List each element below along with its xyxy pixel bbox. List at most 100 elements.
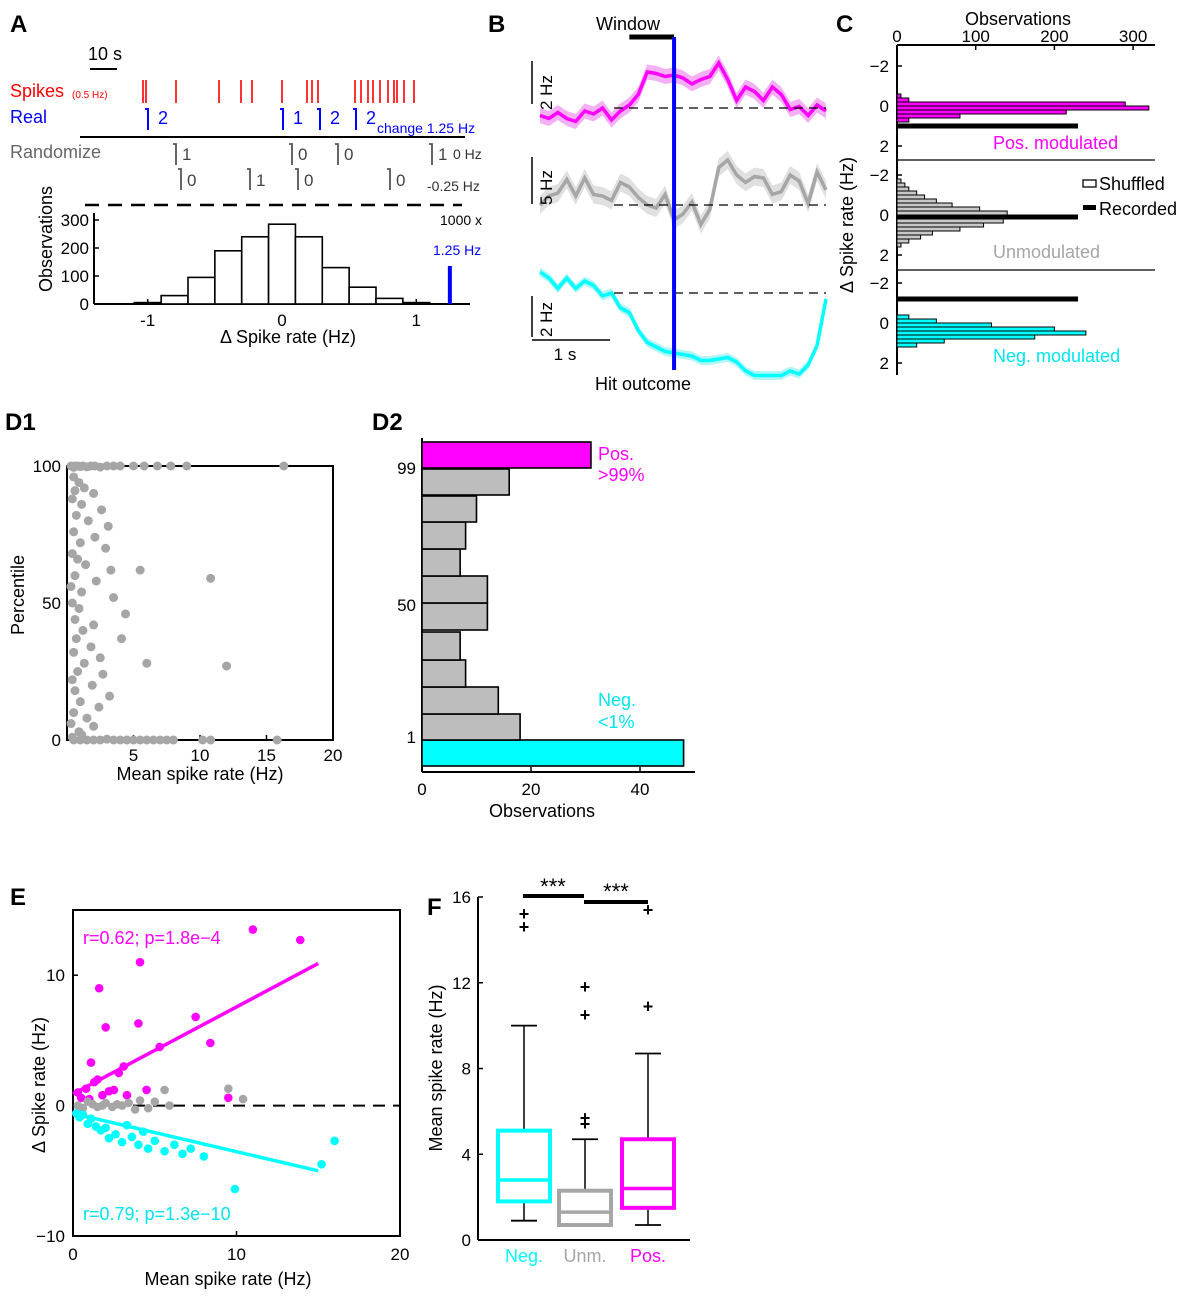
random-spike-count: 1	[438, 145, 447, 164]
a-y-tick-label: 0	[80, 295, 89, 314]
e-point	[230, 1184, 240, 1194]
d1-point	[95, 735, 105, 745]
f-outlier: +	[580, 1108, 591, 1128]
panel-label-c: C	[836, 11, 853, 38]
a-y-tick-label: 300	[61, 211, 89, 230]
spikes-label: Spikes	[10, 81, 64, 101]
random-spike-count: 0	[187, 171, 196, 190]
real-spike-count: 2	[158, 108, 168, 128]
f-y-tick-label: 8	[462, 1060, 471, 1079]
e-point	[101, 1098, 110, 1108]
marker-label: 1.25 Hz	[433, 242, 481, 258]
d2-y-tick-label: 99	[397, 459, 416, 478]
e-fit-line	[72, 961, 320, 1096]
d1-point	[81, 560, 91, 570]
random-window-marker	[335, 143, 339, 165]
c-shuffled-bar	[896, 222, 985, 228]
d1-point	[109, 593, 119, 603]
e-point	[143, 1144, 153, 1153]
spike-train	[142, 80, 415, 103]
real-window-marker	[353, 108, 357, 130]
panel-label-d2: D2	[372, 409, 403, 436]
label-unmodulated: Unmodulated	[993, 242, 1100, 262]
d1-point	[135, 735, 145, 745]
d2-bar	[421, 739, 685, 767]
d1-point	[115, 461, 125, 471]
e-point	[117, 1101, 127, 1110]
e-point	[186, 1144, 196, 1153]
d1-point	[95, 462, 105, 472]
d1-point	[78, 625, 88, 635]
d1-point	[106, 565, 116, 575]
a-y-tick-label: 100	[61, 267, 89, 286]
psth-traces	[531, 34, 828, 380]
e-x-tick-label: 20	[391, 1245, 410, 1264]
f-box	[620, 1137, 676, 1210]
c-shuffled-bar	[896, 342, 918, 348]
d1-point	[148, 735, 158, 745]
e-point	[127, 1132, 137, 1142]
d2-bar	[421, 686, 500, 715]
randomize-label: Randomize	[10, 142, 101, 162]
panel-label-a: A	[10, 11, 27, 38]
d1-x-axis-label: Mean spike rate (Hz)	[116, 764, 283, 784]
e-y-tick-label: −10	[36, 1227, 65, 1246]
row1-rate-label: 0 Hz	[453, 146, 482, 162]
e-x-tick-label: 10	[227, 1245, 246, 1264]
c-y-tick-label: 0	[880, 97, 889, 116]
d1-point	[75, 538, 85, 548]
f-outlier: +	[643, 900, 654, 920]
recorded-vs-shuffled-histograms: 0 100 200 300−202−202−202	[870, 27, 1155, 375]
d1-y-tick-label: 0	[52, 731, 61, 750]
d1-point	[142, 658, 152, 668]
c-x-tick-label: 100	[962, 27, 990, 46]
e-point	[124, 1098, 133, 1108]
d1-point	[222, 661, 232, 671]
e-x-tick-label: 0	[68, 1245, 77, 1264]
legend-shuffled-swatch	[1082, 179, 1097, 188]
panel-label-d1: D1	[5, 409, 36, 436]
e-y-tick-label: 0	[56, 1097, 65, 1116]
d1-point	[162, 735, 172, 745]
e-point	[117, 1137, 127, 1147]
d1-point	[168, 735, 178, 745]
d1-y-tick-label: 50	[42, 594, 61, 613]
d2-y-tick-label: 50	[397, 596, 416, 615]
c-shuffled-bar	[896, 230, 933, 236]
window-label: Window	[596, 14, 661, 34]
e-point	[142, 1085, 151, 1095]
d1-point	[142, 735, 152, 745]
percentile-scatter: 5 10 15 20 0 50 100	[33, 457, 343, 765]
panel-d1: D1 5 10 15 20 0 50 100 Percentile Mean spike r…	[5, 409, 342, 784]
a-hist-bar	[240, 236, 270, 305]
d2-bar	[421, 495, 478, 523]
f-y-tick-label: 4	[462, 1145, 471, 1164]
label-pos-modulated: Pos. modulated	[993, 133, 1118, 153]
c-shuffled-bar	[896, 242, 902, 248]
e-point	[150, 1136, 160, 1146]
d1-point	[82, 735, 92, 745]
d1-point	[66, 582, 76, 592]
d1-point	[198, 735, 208, 745]
d2-x-axis-label: Observations	[489, 801, 595, 821]
scale-mid-label: 5 Hz	[537, 170, 556, 205]
randomized-window-markers: 1 0 0 1 0 1 0 0	[173, 143, 447, 190]
d1-point	[77, 587, 87, 597]
c-y-tick-label: 2	[880, 354, 889, 373]
psth-mean-line	[539, 59, 827, 124]
d1-point	[77, 499, 87, 509]
d1-point	[67, 675, 77, 685]
random-window-marker	[247, 168, 251, 190]
c-x-tick-label: 200	[1040, 27, 1068, 46]
d1-point	[117, 634, 127, 644]
panel-label-b: B	[488, 11, 505, 38]
random-window-marker	[178, 168, 182, 190]
psth-mean-line	[539, 270, 828, 378]
e-point	[134, 1019, 143, 1028]
f-category-label: Neg.	[505, 1246, 543, 1266]
e-point	[130, 1105, 140, 1114]
d1-point	[75, 697, 85, 707]
d1-x-tick-label: 20	[324, 746, 343, 765]
